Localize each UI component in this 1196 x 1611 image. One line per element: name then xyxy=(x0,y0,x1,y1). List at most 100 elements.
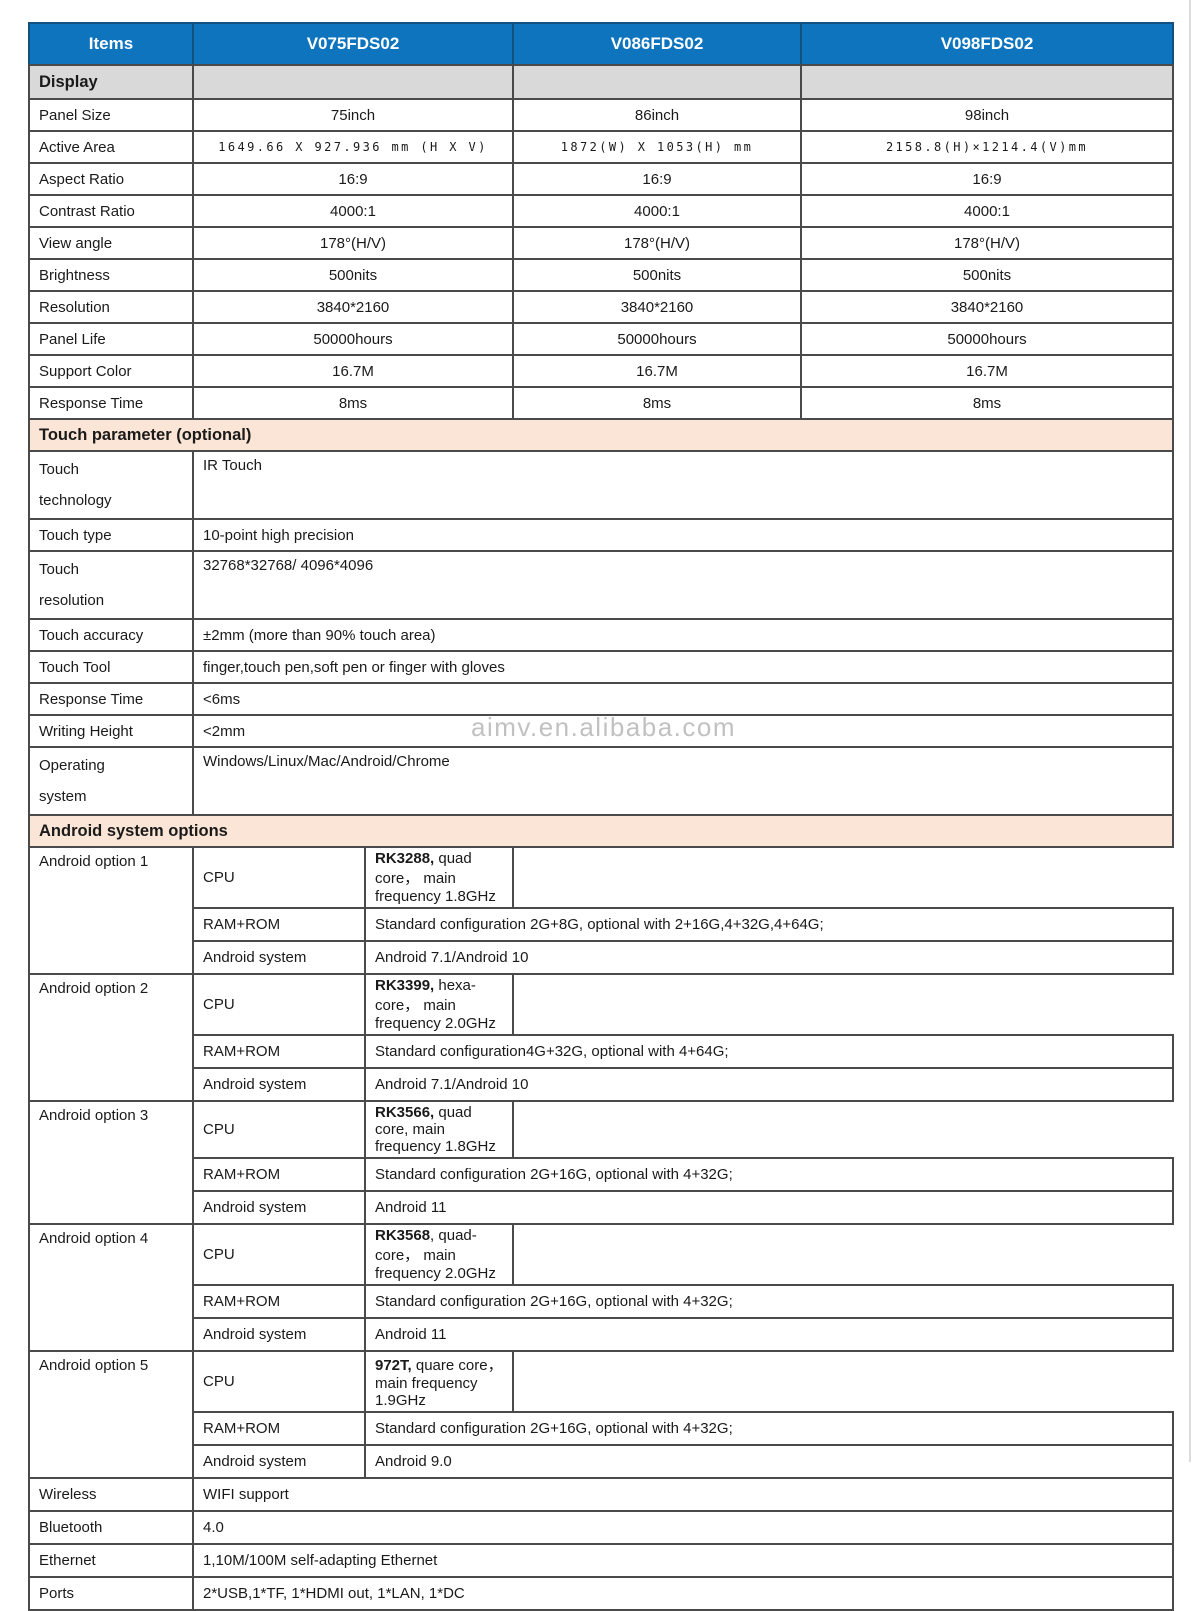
spec-value-v075: 500nits xyxy=(192,258,514,292)
android-sys-label: Android system xyxy=(192,1067,366,1102)
android-option-label: Android option 5 xyxy=(28,1350,194,1479)
android-ram-value: Standard configuration 2G+16G, optional … xyxy=(364,1157,1174,1192)
spec-value-v075: 16:9 xyxy=(192,162,514,196)
android-cpu-label: CPU xyxy=(192,846,366,909)
spec-value-v086: 8ms xyxy=(512,386,802,420)
spec-value-v086: 16.7M xyxy=(512,354,802,388)
spec-value-v098: 2158.8(H)×1214.4(V)mm xyxy=(800,130,1174,164)
spec-value-v098: 50000hours xyxy=(800,322,1174,356)
header-row: Items V075FDS02 V086FDS02 V098FDS02 xyxy=(28,22,1174,66)
android-ram-value: Standard configuration 2G+16G, optional … xyxy=(364,1284,1174,1319)
cpu-description: , quad-core， main frequency 2.0GHz xyxy=(375,1227,496,1282)
spec-value-v086: 16:9 xyxy=(512,162,802,196)
spec-row-label: Bluetooth xyxy=(28,1510,194,1545)
android-sys-label: Android system xyxy=(192,940,366,975)
android-ram-value: Standard configuration 2G+8G, optional w… xyxy=(364,907,1174,942)
spec-value-v098: 98inch xyxy=(800,98,1174,132)
spec-row-label: View angle xyxy=(28,226,194,260)
spec-row-label: Writing Height xyxy=(28,714,194,748)
spec-row-label: Touch accuracy xyxy=(28,618,194,652)
spec-value-v075: 178°(H/V) xyxy=(192,226,514,260)
android-ram-value: Standard configuration4G+32G, optional w… xyxy=(364,1034,1174,1069)
android-ram-label: RAM+ROM xyxy=(192,1157,366,1192)
spec-row-value: <2mm xyxy=(192,714,1174,748)
spec-value-v075: 1649.66 X 927.936 mm (H X V) xyxy=(192,130,514,164)
spec-value-v098: 4000:1 xyxy=(800,194,1174,228)
android-option-label: Android option 4 xyxy=(28,1223,194,1352)
android-cpu-label: CPU xyxy=(192,1100,366,1159)
spec-value-v098: 178°(H/V) xyxy=(800,226,1174,260)
section-spacer-cell xyxy=(192,64,514,100)
spec-row-value: 10-point high precision xyxy=(192,518,1174,552)
android-cpu-value: RK3288, quad core， main frequency 1.8GHz xyxy=(364,846,514,909)
spec-row-label: Touch type xyxy=(28,518,194,552)
spec-value-v086: 4000:1 xyxy=(512,194,802,228)
cpu-description: quad core， main frequency 1.8GHz xyxy=(375,850,496,905)
cpu-chip-name: RK3568 xyxy=(375,1227,431,1244)
spec-value-v086: 3840*2160 xyxy=(512,290,802,324)
cpu-chip-name: RK3288, xyxy=(375,850,435,867)
android-cpu-value: 972T, quare core， main frequency 1.9GHz xyxy=(364,1350,514,1413)
spec-row-value: 32768*32768/ 4096*4096 xyxy=(192,550,1174,620)
spec-row-label: Panel Size xyxy=(28,98,194,132)
spec-row-label: Operating system xyxy=(28,746,194,816)
spec-row-label: Ports xyxy=(28,1576,194,1611)
android-cpu-label: CPU xyxy=(192,1223,366,1286)
android-ram-label: RAM+ROM xyxy=(192,1034,366,1069)
cpu-chip-name: RK3566, xyxy=(375,1104,435,1121)
spec-row-label: Response Time xyxy=(28,682,194,716)
cpu-description: hexa-core， main frequency 2.0GHz xyxy=(375,977,496,1032)
android-cpu-value: RK3399, hexa-core， main frequency 2.0GHz xyxy=(364,973,514,1036)
spec-row-label: Aspect Ratio xyxy=(28,162,194,196)
section-title-android: Android system options xyxy=(28,814,1174,848)
header-model-v086: V086FDS02 xyxy=(512,22,802,66)
android-ram-label: RAM+ROM xyxy=(192,907,366,942)
spec-row-label: Active Area xyxy=(28,130,194,164)
spec-sheet-page: Items V075FDS02 V086FDS02 V098FDS02 Disp… xyxy=(28,22,1174,1611)
spec-value-v098: 16:9 xyxy=(800,162,1174,196)
spec-row-label: Touch technology xyxy=(28,450,194,520)
section-spacer-cell xyxy=(800,64,1174,100)
spec-row-label: Ethernet xyxy=(28,1543,194,1578)
android-cpu-value: RK3568, quad-core， main frequency 2.0GHz xyxy=(364,1223,514,1286)
android-ram-value: Standard configuration 2G+16G, optional … xyxy=(364,1411,1174,1446)
spec-value-v086: 1872(W) X 1053(H) mm xyxy=(512,130,802,164)
spec-row-label: Touch resolution xyxy=(28,550,194,620)
spec-value-v075: 8ms xyxy=(192,386,514,420)
android-cpu-label: CPU xyxy=(192,1350,366,1413)
android-sys-value: Android 11 xyxy=(364,1317,1174,1352)
spec-value-v086: 500nits xyxy=(512,258,802,292)
spec-row-value: 2*USB,1*TF, 1*HDMI out, 1*LAN, 1*DC xyxy=(192,1576,1174,1611)
android-option-label: Android option 1 xyxy=(28,846,194,975)
spec-row-value: ±2mm (more than 90% touch area) xyxy=(192,618,1174,652)
spec-value-v098: 8ms xyxy=(800,386,1174,420)
spec-value-v075: 50000hours xyxy=(192,322,514,356)
spec-value-v086: 178°(H/V) xyxy=(512,226,802,260)
spec-row-value: Windows/Linux/Mac/Android/Chrome xyxy=(192,746,1174,816)
spec-table: Items V075FDS02 V086FDS02 V098FDS02 Disp… xyxy=(28,22,1174,1611)
spec-value-v098: 16.7M xyxy=(800,354,1174,388)
cpu-description: quare core， main frequency 1.9GHz xyxy=(375,1357,503,1409)
android-cpu-value: RK3566, quad core, main frequency 1.8GHz xyxy=(364,1100,514,1159)
spec-row-value: finger,touch pen,soft pen or finger with… xyxy=(192,650,1174,684)
android-option-label: Android option 3 xyxy=(28,1100,194,1225)
spec-row-label: Support Color xyxy=(28,354,194,388)
spec-value-v098: 500nits xyxy=(800,258,1174,292)
android-sys-label: Android system xyxy=(192,1190,366,1225)
section-title-touch: Touch parameter (optional) xyxy=(28,418,1174,452)
android-sys-label: Android system xyxy=(192,1317,366,1352)
section-title-display: Display xyxy=(28,64,194,100)
cpu-chip-name: 972T, xyxy=(375,1357,412,1374)
spec-row-label: Contrast Ratio xyxy=(28,194,194,228)
spec-value-v075: 4000:1 xyxy=(192,194,514,228)
spec-value-v086: 50000hours xyxy=(512,322,802,356)
spec-row-value: 1,10M/100M self-adapting Ethernet xyxy=(192,1543,1174,1578)
header-model-v075: V075FDS02 xyxy=(192,22,514,66)
android-sys-value: Android 11 xyxy=(364,1190,1174,1225)
spec-value-v086: 86inch xyxy=(512,98,802,132)
spec-value-v098: 3840*2160 xyxy=(800,290,1174,324)
android-sys-value: Android 7.1/Android 10 xyxy=(364,1067,1174,1102)
spec-row-value: IR Touch xyxy=(192,450,1174,520)
spec-row-label: Response Time xyxy=(28,386,194,420)
spec-row-label: Panel Life xyxy=(28,322,194,356)
